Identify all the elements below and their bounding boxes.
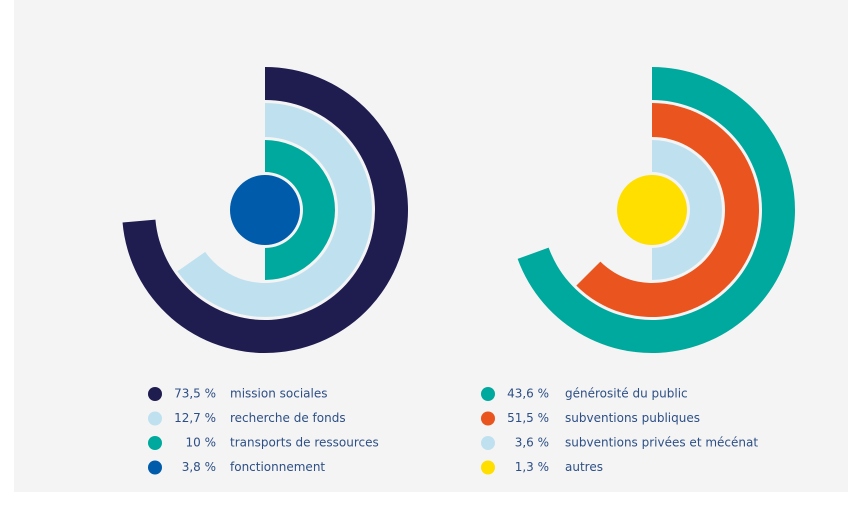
ring-arc — [265, 140, 335, 280]
legend-value: 51,5 % — [507, 411, 549, 425]
legend-value: 3,8 % — [182, 460, 216, 474]
legend-value: 43,6 % — [507, 387, 549, 401]
center-disc — [230, 175, 300, 245]
legend-swatch — [148, 387, 162, 401]
ring-arc — [652, 140, 722, 280]
legend-label: subventions privées et mécénat — [565, 436, 758, 450]
legend-value: 10 % — [186, 436, 217, 450]
ring-arc — [177, 103, 373, 318]
ring-arc — [576, 103, 760, 318]
legend-label: recherche de fonds — [230, 411, 346, 425]
legend-value: 73,5 % — [174, 387, 216, 401]
legend-label: générosité du public — [565, 387, 688, 401]
legend-swatch — [148, 411, 162, 426]
legend-swatch — [481, 436, 495, 450]
legend-swatch — [481, 460, 495, 475]
center-disc — [617, 175, 687, 245]
legend-swatch — [148, 436, 162, 450]
legend-swatch — [148, 460, 162, 475]
legend-label: fonctionnement — [230, 460, 325, 474]
legend-value: 12,7 % — [174, 411, 216, 425]
legend-label: transports de ressources — [230, 436, 379, 450]
legend-swatch — [481, 387, 495, 401]
legend-label: subventions publiques — [565, 411, 700, 425]
legend-label: autres — [565, 460, 603, 474]
legend-value: 1,3 % — [515, 460, 549, 474]
legend-value: 3,6 % — [515, 436, 549, 450]
legend-label: mission sociales — [230, 387, 327, 401]
legend-swatch — [481, 411, 495, 426]
